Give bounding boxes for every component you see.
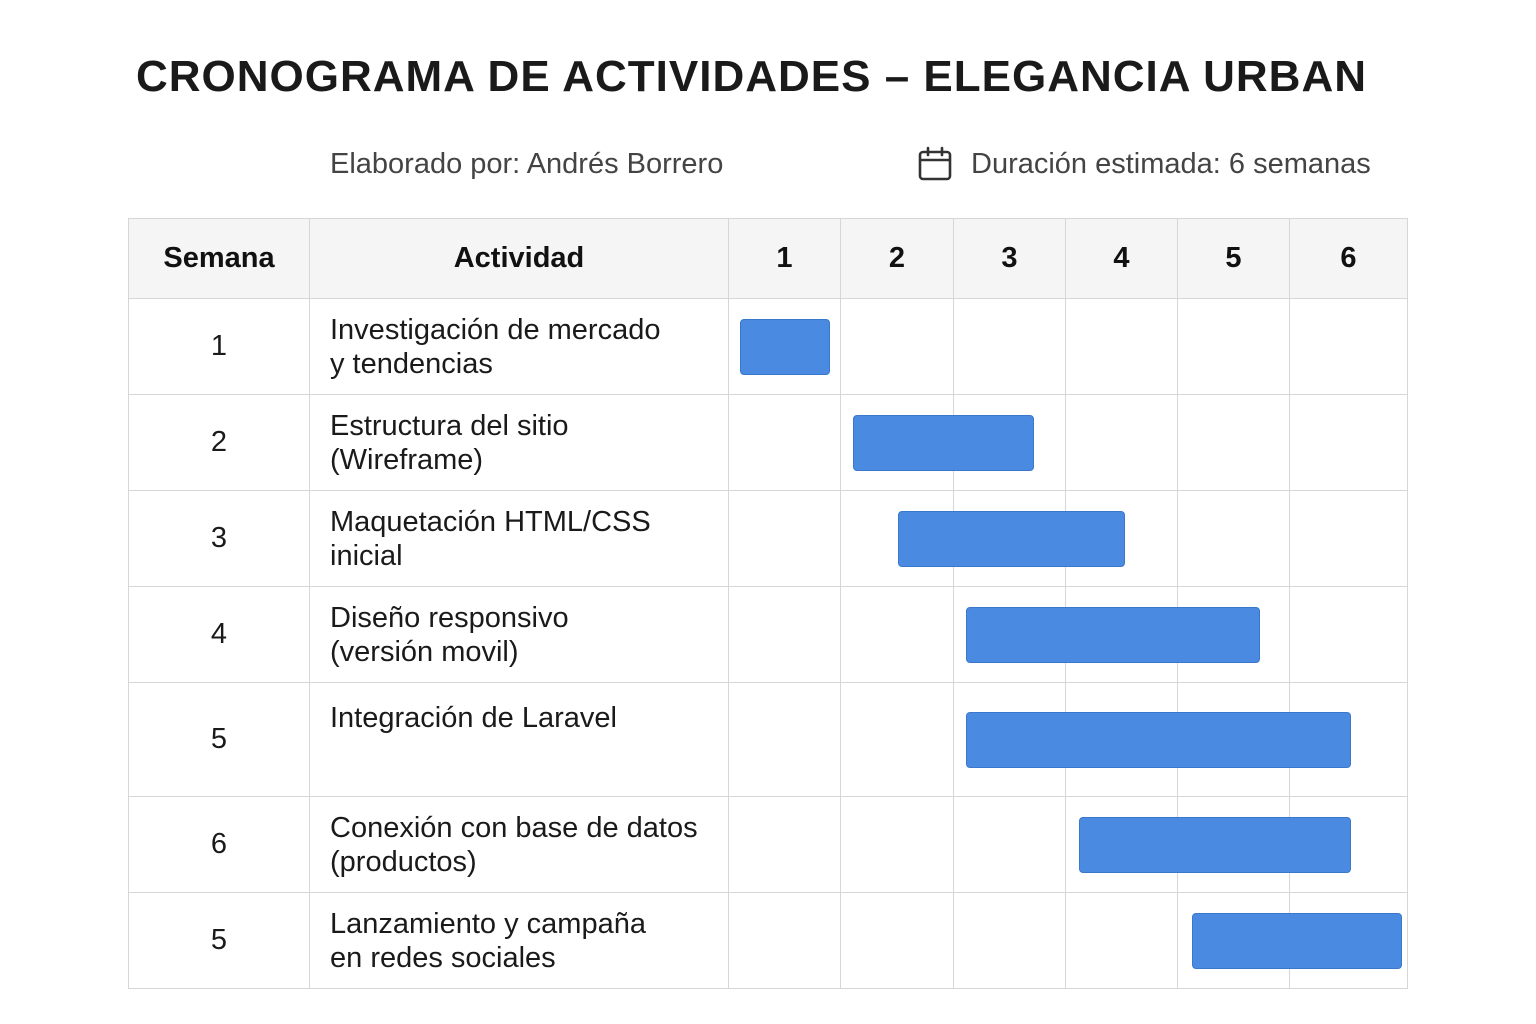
row-actividad: Conexión con base de datos (productos) [309,796,729,893]
actividad-line: Investigación de mercado [330,313,661,346]
table-row: 6 Conexión con base de datos (productos) [128,796,1408,893]
week-cell [1289,298,1408,395]
week-cell [1177,298,1290,395]
week-cell [728,682,841,797]
row-semana: 1 [128,298,310,395]
actividad-line: y tendencias [330,347,493,380]
actividad-line: Integración de Laravel [330,702,617,734]
week-cell [953,892,1066,989]
row-actividad: Estructura del sitio (Wireframe) [309,394,729,491]
week-cell [1065,682,1178,797]
week-cell [1289,586,1408,683]
gantt-table: Semana Actividad 1 2 3 4 5 6 1 Investiga… [128,218,1408,989]
week-cell [953,298,1066,395]
row-semana: 5 [128,892,310,989]
header-week-1: 1 [728,218,841,299]
week-cell [840,490,954,587]
actividad-line: Estructura del sitio [330,409,569,442]
week-cell [1065,298,1178,395]
week-cell [728,796,841,893]
week-cell [728,394,841,491]
week-cell [1289,892,1408,989]
row-actividad: Diseño responsivo (versión movil) [309,586,729,683]
week-cell [1177,586,1290,683]
header-row: Semana Actividad 1 2 3 4 5 6 [128,218,1408,299]
author-label: Elaborado por: Andrés Borrero [330,148,724,180]
week-cell [1289,490,1408,587]
week-cell [1289,796,1408,893]
header-week-3: 3 [953,218,1066,299]
table-row: 1 Investigación de mercado y tendencias [128,298,1408,395]
actividad-line: Diseño responsivo [330,601,569,634]
week-cell [1177,892,1290,989]
header-week-6: 6 [1289,218,1408,299]
week-cell [1177,490,1290,587]
table-row: 5 Integración de Laravel [128,682,1408,797]
week-cell [1177,682,1290,797]
week-cell [728,586,841,683]
week-cell [1289,682,1408,797]
actividad-line: Lanzamiento y campaña [330,907,646,940]
week-cell [953,796,1066,893]
row-actividad: Investigación de mercado y tendencias [309,298,729,395]
week-cell [728,892,841,989]
table-row: 2 Estructura del sitio (Wireframe) [128,394,1408,491]
week-cell [840,682,954,797]
header-week-4: 4 [1065,218,1178,299]
row-semana: 4 [128,586,310,683]
row-semana: 6 [128,796,310,893]
actividad-line: en redes sociales [330,941,556,974]
week-cell [1065,796,1178,893]
row-semana: 3 [128,490,310,587]
week-cell [1065,586,1178,683]
duration-text: Duración estimada: 6 semanas [971,147,1371,180]
week-cell [1065,892,1178,989]
header-semana: Semana [128,218,310,299]
actividad-line: Maquetación HTML/CSS [330,505,651,538]
table-row: 5 Lanzamiento y campaña en redes sociales [128,892,1408,989]
actividad-line: (Wireframe) [330,443,484,476]
page-title: CRONOGRAMA DE ACTIVIDADES – ELEGANCIA UR… [135,52,1368,101]
week-cell [953,586,1066,683]
week-cell [1177,394,1290,491]
actividad-line: (productos) [330,845,477,878]
actividad-line: inicial [330,539,403,572]
calendar-icon [918,146,952,181]
row-actividad: Integración de Laravel [309,682,729,797]
week-cell [1065,394,1178,491]
week-cell [1177,796,1290,893]
row-actividad: Lanzamiento y campaña en redes sociales [309,892,729,989]
week-cell [953,490,1066,587]
header-week-5: 5 [1177,218,1290,299]
actividad-line: Conexión con base de datos [330,811,698,844]
week-cell [953,682,1066,797]
week-cell [840,394,954,491]
header-actividad: Actividad [309,218,729,299]
week-cell [840,298,954,395]
week-cell [728,298,841,395]
week-cell [840,796,954,893]
row-actividad: Maquetación HTML/CSS inicial [309,490,729,587]
week-cell [728,490,841,587]
week-cell [1065,490,1178,587]
week-cell [840,586,954,683]
table-row: 3 Maquetación HTML/CSS inicial [128,490,1408,587]
header-week-2: 2 [840,218,954,299]
duration-label: Duración estimada: 6 semanas [917,144,1371,184]
table-row: 4 Diseño responsivo (versión movil) [128,586,1408,683]
actividad-line: (versión movil) [330,635,519,668]
gantt-chart: Semana Actividad 1 2 3 4 5 6 1 Investiga… [128,218,1408,989]
row-semana: 5 [128,682,310,797]
week-cell [953,394,1066,491]
week-cell [1289,394,1408,491]
week-cell [840,892,954,989]
row-semana: 2 [128,394,310,491]
